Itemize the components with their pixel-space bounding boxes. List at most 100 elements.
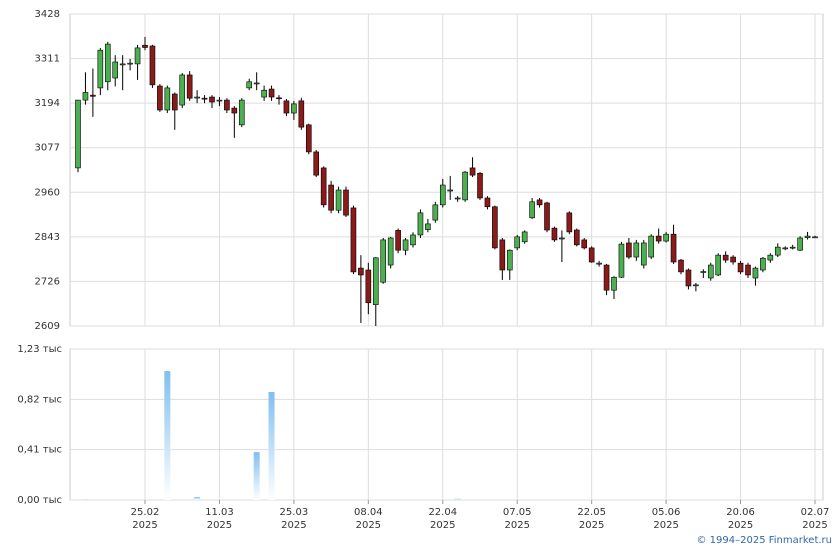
- candle-body: [358, 267, 364, 276]
- candle-body: [573, 229, 580, 246]
- candle-body: [544, 202, 550, 231]
- y-tick-label: 2960: [35, 187, 60, 198]
- candle-body: [201, 97, 208, 100]
- candle-body: [663, 233, 669, 242]
- candle-body: [760, 257, 766, 271]
- volume-bar: [164, 371, 171, 500]
- copyright[interactable]: © 1994–2025 Finmarket.ru: [696, 535, 832, 546]
- y-tick-label: 2843: [35, 232, 60, 243]
- candle-body: [410, 234, 416, 246]
- x-tick-label: 22.04 2025: [428, 507, 458, 531]
- candle-body: [291, 103, 297, 114]
- candle-body: [462, 171, 468, 201]
- candle-body: [112, 61, 119, 79]
- candle-body: [186, 74, 193, 99]
- candle-body: [328, 184, 334, 211]
- candle-body: [261, 89, 267, 98]
- candle-body: [715, 254, 722, 276]
- candle-body: [343, 189, 349, 216]
- candle-body: [194, 96, 200, 99]
- candle-body: [693, 284, 699, 287]
- x-tick-label: 25.03 2025: [279, 507, 309, 531]
- volume-bar: [194, 496, 201, 500]
- candle-body: [119, 63, 126, 66]
- candle-body: [477, 172, 483, 199]
- x-tick-label: 11.03 2025: [205, 507, 234, 531]
- y-tick-label: 2726: [35, 276, 60, 287]
- candle-body: [626, 242, 632, 258]
- candle-body: [700, 271, 707, 273]
- y-tick-label: 3077: [35, 143, 60, 154]
- candle-body: [276, 97, 282, 100]
- y-tick-label: 0,82 тыс: [17, 394, 62, 405]
- x-tick-label: 02.07 2025: [800, 507, 830, 531]
- candle-body: [238, 99, 245, 126]
- candle-body: [395, 230, 401, 251]
- candle-body: [104, 43, 111, 83]
- candle-body: [521, 231, 528, 243]
- candle-body: [730, 256, 736, 263]
- candle-body: [782, 247, 789, 250]
- candle-body: [313, 151, 320, 176]
- candle-body: [745, 264, 751, 276]
- candle-body: [253, 82, 260, 85]
- candle-body: [499, 239, 506, 271]
- volume-bar: [82, 499, 89, 500]
- candle-body: [209, 96, 215, 103]
- candle-body: [268, 88, 275, 98]
- candle-body: [454, 197, 461, 200]
- y-tick-label: 3194: [35, 98, 60, 109]
- candle-body: [640, 242, 647, 266]
- candle-body: [134, 47, 141, 65]
- candle-body: [492, 206, 498, 249]
- candle-body: [149, 45, 156, 86]
- x-tick-label: 07.05 2025: [502, 507, 532, 531]
- candle-body: [439, 184, 446, 206]
- candle-body: [365, 269, 372, 304]
- candle-body: [752, 267, 759, 279]
- candle-body: [581, 239, 588, 249]
- candle-body: [283, 100, 290, 114]
- candle-body: [75, 99, 81, 169]
- candle-body: [633, 242, 640, 258]
- candle-body: [164, 87, 171, 111]
- candle-body: [380, 239, 387, 283]
- y-tick-label: 3428: [35, 9, 60, 20]
- candle-body: [506, 249, 513, 271]
- candle-body: [648, 235, 655, 258]
- candle-body: [566, 212, 573, 233]
- x-tick-label: 08.04 2025: [354, 507, 383, 531]
- candle-body: [737, 262, 744, 273]
- volume-bar: [454, 498, 461, 500]
- candle-body: [179, 74, 186, 106]
- candle-body: [425, 223, 431, 230]
- candle-body: [551, 227, 558, 241]
- candle-body: [231, 107, 238, 114]
- candle-body: [216, 99, 223, 102]
- candle-body: [678, 259, 684, 273]
- candle-body: [447, 189, 454, 192]
- candle-body: [417, 212, 424, 236]
- candle-body: [603, 264, 610, 291]
- candle-body: [82, 92, 89, 101]
- candle-body: [142, 44, 148, 48]
- candle-body: [335, 189, 342, 211]
- candle-body: [596, 262, 602, 265]
- candle-body: [685, 269, 692, 287]
- candle-body: [320, 167, 327, 206]
- candle-body: [812, 236, 818, 239]
- candle-body: [618, 243, 625, 278]
- x-tick-label: 25.02 2025: [130, 507, 160, 531]
- candle-body: [559, 237, 565, 240]
- candle-body: [789, 246, 796, 249]
- candle-body: [469, 167, 476, 176]
- volume-plot-frame: [69, 348, 824, 501]
- candle-body: [797, 237, 803, 251]
- volume-bar: [268, 391, 275, 500]
- y-tick-label: 1,23 тыс: [17, 344, 62, 355]
- candle-body: [804, 235, 811, 238]
- candle-body: [611, 276, 617, 291]
- x-tick-label: 22.05 2025: [577, 507, 606, 531]
- candle-body: [588, 247, 595, 263]
